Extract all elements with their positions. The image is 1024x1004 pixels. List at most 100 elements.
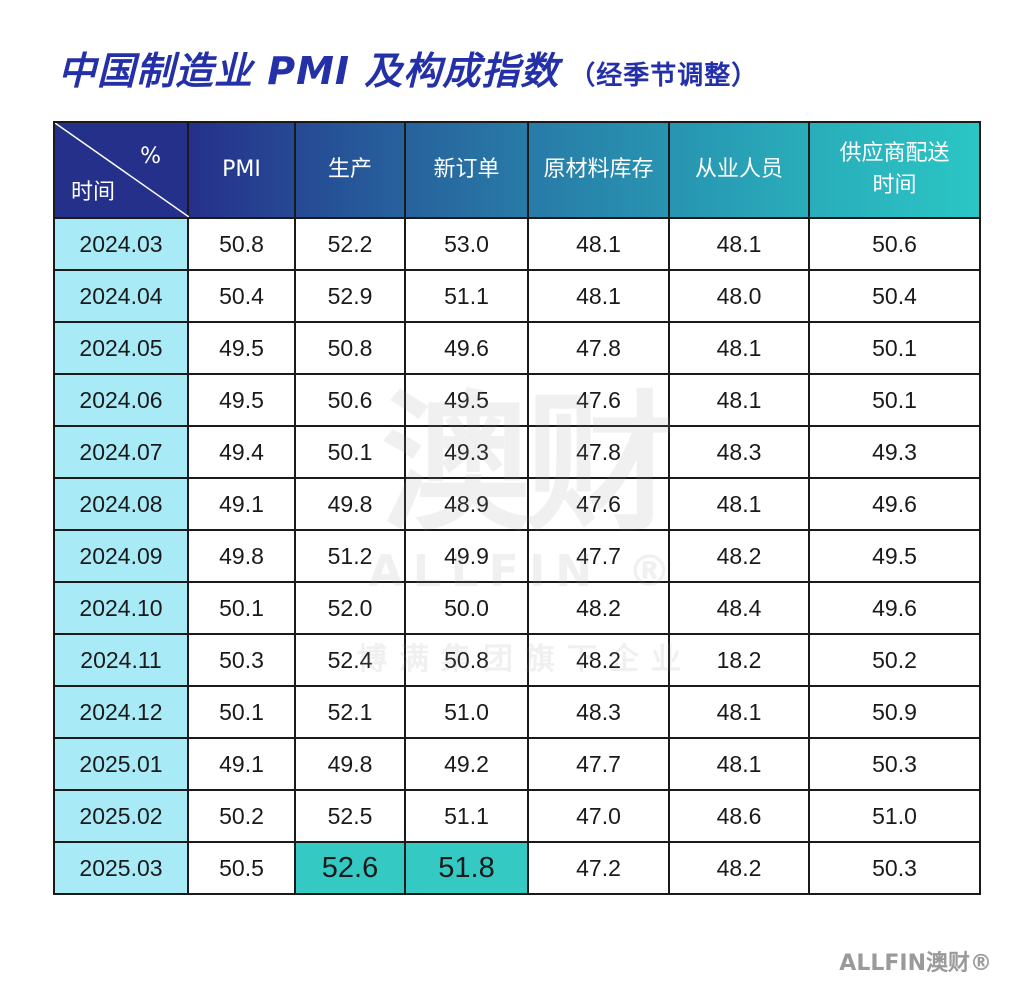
- table-cell: 18.2: [668, 633, 810, 687]
- table-cell: 50.1: [808, 373, 981, 427]
- table-row: 2024.06 49.5 50.6 49.5 47.6 48.1 50.1: [53, 373, 981, 427]
- row-date: 2024.03: [53, 217, 189, 271]
- table-cell: 50.9: [808, 685, 981, 739]
- table-cell: 49.1: [187, 477, 296, 531]
- table-cell: 50.4: [808, 269, 981, 323]
- row-date: 2024.05: [53, 321, 189, 375]
- table-cell: 47.6: [527, 477, 670, 531]
- table-row: 2024.12 50.1 52.1 51.0 48.3 48.1 50.9: [53, 685, 981, 739]
- column-header-3: 原材料库存: [527, 121, 670, 219]
- table-cell: 51.0: [404, 685, 529, 739]
- table-cell: 50.1: [808, 321, 981, 375]
- table-cell: 50.8: [187, 217, 296, 271]
- table-cell: 48.4: [668, 581, 810, 635]
- table-cell: 48.1: [668, 685, 810, 739]
- table-row: 2024.04 50.4 52.9 51.1 48.1 48.0 50.4: [53, 269, 981, 323]
- table-cell: 50.3: [187, 633, 296, 687]
- table-cell: 52.2: [294, 217, 406, 271]
- table-cell: 49.8: [294, 477, 406, 531]
- table-cell: 51.2: [294, 529, 406, 583]
- table-cell: 51.8: [404, 841, 529, 895]
- table-cell: 52.9: [294, 269, 406, 323]
- table-cell: 48.6: [668, 789, 810, 843]
- row-date: 2025.03: [53, 841, 189, 895]
- row-date: 2024.04: [53, 269, 189, 323]
- table-row: 2024.09 49.8 51.2 49.9 47.7 48.2 49.5: [53, 529, 981, 583]
- table-cell: 53.0: [404, 217, 529, 271]
- pmi-table-container: % 时间 PMI 生产 新订单 原材料库存 从业人员 供应商配送时间 2024.03 50.…: [53, 121, 981, 921]
- table-cell: 49.5: [187, 373, 296, 427]
- table-body: 2024.03 50.8 52.2 53.0 48.1 48.1 50.6 2024.04 50…: [53, 217, 981, 895]
- table-cell: 50.2: [808, 633, 981, 687]
- diagonal-line: [55, 123, 189, 217]
- table-cell: 48.9: [404, 477, 529, 531]
- table-cell: 49.2: [404, 737, 529, 791]
- table-cell: 48.1: [668, 217, 810, 271]
- table-cell: 50.0: [404, 581, 529, 635]
- table-row: 2024.10 50.1 52.0 50.0 48.2 48.4 49.6: [53, 581, 981, 635]
- table-cell: 49.9: [404, 529, 529, 583]
- pmi-table: % 时间 PMI 生产 新订单 原材料库存 从业人员 供应商配送时间 2024.03 50.…: [53, 121, 981, 895]
- column-header-5: 供应商配送时间: [808, 121, 981, 219]
- unit-label: %: [140, 144, 161, 169]
- table-cell: 48.1: [668, 321, 810, 375]
- table-cell: 49.5: [187, 321, 296, 375]
- header-row: % 时间 PMI 生产 新订单 原材料库存 从业人员 供应商配送时间: [53, 121, 981, 219]
- row-date: 2024.12: [53, 685, 189, 739]
- table-row: 2024.08 49.1 49.8 48.9 47.6 48.1 49.6: [53, 477, 981, 531]
- table-row: 2024.07 49.4 50.1 49.3 47.8 48.3 49.3: [53, 425, 981, 479]
- row-date: 2024.11: [53, 633, 189, 687]
- corner-cell: % 时间: [53, 121, 189, 219]
- row-date: 2025.01: [53, 737, 189, 791]
- table-cell: 52.0: [294, 581, 406, 635]
- table-cell: 50.6: [294, 373, 406, 427]
- table-cell: 49.3: [808, 425, 981, 479]
- table-cell: 51.0: [808, 789, 981, 843]
- table-cell: 50.8: [294, 321, 406, 375]
- column-header-1: 生产: [294, 121, 406, 219]
- table-cell: 50.6: [808, 217, 981, 271]
- table-cell: 52.6: [294, 841, 406, 895]
- table-cell: 51.1: [404, 269, 529, 323]
- table-cell: 50.2: [187, 789, 296, 843]
- table-cell: 48.1: [527, 269, 670, 323]
- table-cell: 49.4: [187, 425, 296, 479]
- row-date: 2024.08: [53, 477, 189, 531]
- table-cell: 48.1: [527, 217, 670, 271]
- table-cell: 47.8: [527, 321, 670, 375]
- table-cell: 47.6: [527, 373, 670, 427]
- row-date: 2024.07: [53, 425, 189, 479]
- column-header-4: 从业人员: [668, 121, 810, 219]
- table-cell: 52.5: [294, 789, 406, 843]
- table-cell: 48.1: [668, 737, 810, 791]
- table-cell: 49.8: [187, 529, 296, 583]
- table-row: 2025.03 50.5 52.6 51.8 47.2 48.2 50.3: [53, 841, 981, 895]
- table-cell: 52.1: [294, 685, 406, 739]
- table-row: 2024.03 50.8 52.2 53.0 48.1 48.1 50.6: [53, 217, 981, 271]
- table-cell: 49.6: [808, 477, 981, 531]
- table-cell: 50.8: [404, 633, 529, 687]
- table-cell: 48.2: [527, 581, 670, 635]
- table-cell: 49.1: [187, 737, 296, 791]
- title-main: 中国制造业 PMI 及构成指数: [58, 49, 560, 93]
- table-cell: 49.8: [294, 737, 406, 791]
- table-cell: 49.5: [404, 373, 529, 427]
- row-date: 2024.09: [53, 529, 189, 583]
- table-cell: 48.3: [668, 425, 810, 479]
- table-cell: 48.1: [668, 373, 810, 427]
- table-row: 2025.01 49.1 49.8 49.2 47.7 48.1 50.3: [53, 737, 981, 791]
- table-cell: 50.3: [808, 737, 981, 791]
- table-cell: 50.1: [187, 685, 296, 739]
- table-cell: 52.4: [294, 633, 406, 687]
- table-cell: 51.1: [404, 789, 529, 843]
- table-cell: 49.3: [404, 425, 529, 479]
- page-title: 中国制造业 PMI 及构成指数 （经季节调整）: [58, 40, 758, 95]
- table-cell: 48.1: [668, 477, 810, 531]
- title-sub: （经季节调整）: [569, 61, 759, 91]
- table-cell: 48.0: [668, 269, 810, 323]
- table-cell: 47.2: [527, 841, 670, 895]
- time-label: 时间: [71, 180, 116, 205]
- table-cell: 48.2: [668, 841, 810, 895]
- allfin-logo: ALLFIN澳财®: [839, 951, 992, 976]
- table-cell: 47.0: [527, 789, 670, 843]
